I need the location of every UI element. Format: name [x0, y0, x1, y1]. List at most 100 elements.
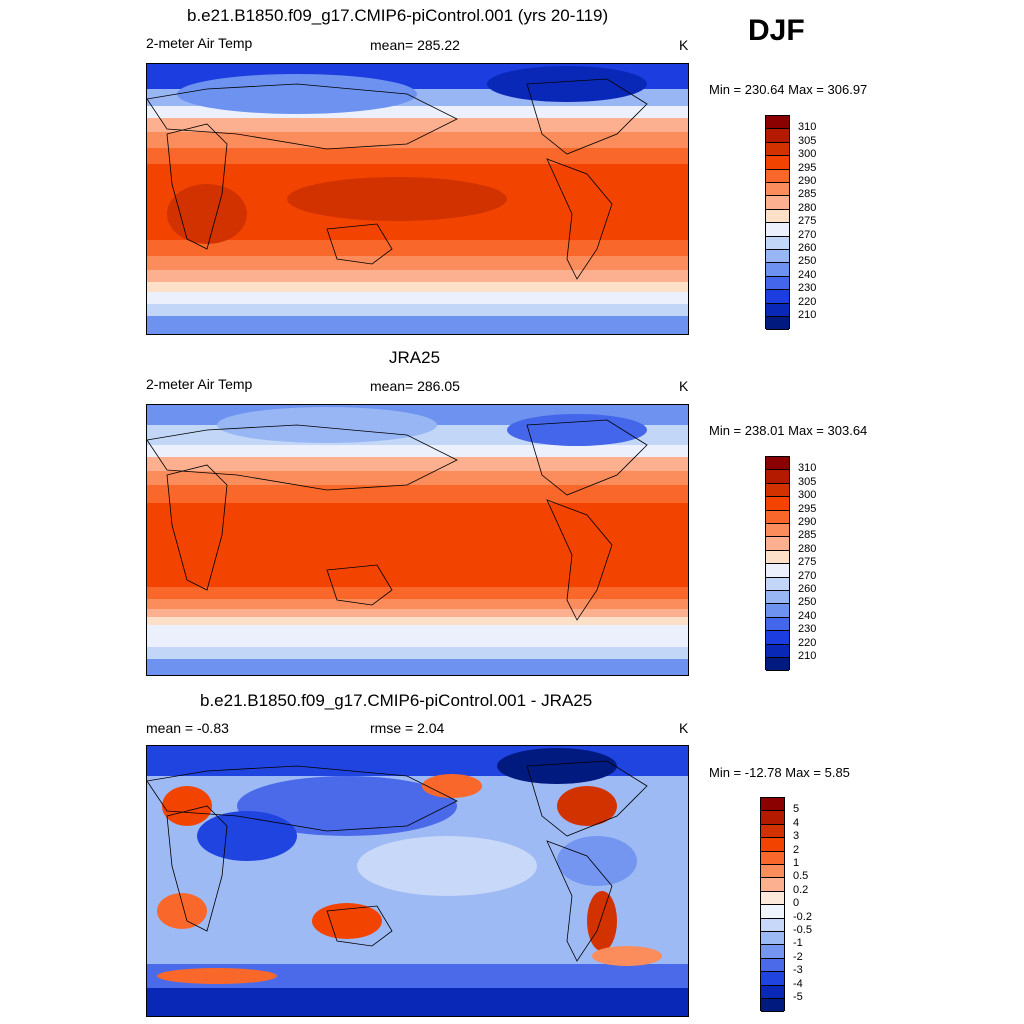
colorbar-segment	[761, 851, 784, 865]
panel1-colorbar: 310 305 300 295 290 285 280 275 270 260 250 240 230 2…	[765, 115, 825, 331]
colorbar-segment	[761, 958, 784, 973]
panel3-map	[146, 745, 689, 1017]
colorbar-tick-label: 230	[798, 282, 817, 295]
colorbar-tick-label: 275	[798, 215, 817, 228]
colorbar-segment	[766, 236, 789, 250]
colorbar-tick-label: 0.2	[793, 883, 809, 896]
colorbar-segment	[766, 617, 789, 632]
colorbar-tick-label: -3	[793, 964, 803, 977]
colorbar-tick-label: 270	[798, 569, 817, 582]
colorbar-segment	[766, 631, 789, 645]
colorbar-tick-label: 220	[798, 636, 817, 649]
colorbar-segment	[766, 524, 789, 538]
colorbar-segment	[766, 196, 789, 210]
colorbar-tick-label: 1	[793, 857, 800, 869]
colorbar-tick-label: 290	[798, 516, 817, 528]
colorbar-segment	[766, 156, 789, 170]
colorbar-tick-label: -5	[793, 991, 803, 1003]
colorbar-segment	[761, 985, 784, 999]
colorbar-tick-label: 305	[798, 134, 817, 147]
colorbar-tick-label: 210	[798, 309, 817, 321]
colorbar-tick-label: 300	[798, 489, 817, 502]
panel3-map-graphic	[147, 746, 688, 1016]
colorbar-segment	[766, 577, 789, 591]
panel3-minmax: Min = -12.78 Max = 5.85	[709, 765, 850, 780]
colorbar-segment	[766, 470, 789, 484]
colorbar-segment	[766, 250, 789, 264]
colorbar-segment	[761, 972, 784, 986]
panel1-units: K	[679, 37, 689, 53]
colorbar-tick-label: 3	[793, 830, 800, 843]
colorbar-tick-label: -4	[793, 977, 803, 990]
colorbar-tick-label: 0	[793, 897, 800, 910]
colorbar-segment	[761, 865, 784, 879]
panel2-map	[146, 404, 689, 676]
colorbar-box	[760, 797, 785, 1013]
season-label: DJF	[748, 14, 805, 47]
panel2-variable-label: 2-meter Air Temp	[146, 376, 253, 392]
panel1-minmax: Min = 230.64 Max = 306.97	[709, 82, 868, 97]
colorbar-segment	[766, 223, 789, 237]
panel3-mean-label: mean = -0.83	[146, 720, 229, 736]
colorbar-segment	[766, 457, 789, 471]
colorbar-segment	[766, 129, 789, 143]
colorbar-segment	[761, 945, 784, 959]
colorbar-tick-label: 260	[798, 242, 817, 254]
colorbar-tick-label: 285	[798, 188, 817, 201]
colorbar-segment	[766, 142, 789, 157]
colorbar-tick-label: 210	[798, 650, 817, 662]
colorbar-segment	[761, 918, 784, 932]
colorbar-segment	[761, 798, 784, 812]
colorbar-segment	[766, 537, 789, 551]
panel1-map	[146, 63, 689, 335]
colorbar-tick-label: 2	[793, 843, 800, 856]
colorbar-segment	[766, 169, 789, 183]
colorbar-tick-label: 285	[798, 529, 817, 542]
colorbar-tick-label: 305	[798, 475, 817, 488]
panel3-rmse-label: rmse = 2.04	[370, 720, 445, 736]
colorbar-tick-label: 250	[798, 596, 817, 609]
colorbar-tick-label: 275	[798, 556, 817, 569]
colorbar-segment	[761, 811, 784, 825]
panel3-units: K	[679, 720, 689, 736]
colorbar-tick-label: 270	[798, 228, 817, 241]
panel2-mean-label: mean= 286.05	[370, 378, 460, 394]
colorbar-tick-label: 230	[798, 623, 817, 636]
colorbar-segment	[766, 658, 789, 672]
panel2-units: K	[679, 378, 689, 394]
colorbar-segment	[766, 550, 789, 565]
colorbar-segment	[766, 290, 789, 304]
colorbar-tick-label: 240	[798, 609, 817, 622]
panel2-minmax: Min = 238.01 Max = 303.64	[709, 423, 868, 438]
panel3-title: b.e21.B1850.f09_g17.CMIP6-piControl.001 …	[200, 691, 593, 710]
colorbar-tick-label: -0.5	[793, 924, 812, 936]
colorbar-tick-label: 310	[798, 121, 817, 134]
colorbar-tick-label: 280	[798, 542, 817, 555]
colorbar-segment	[761, 838, 784, 852]
colorbar-segment	[766, 209, 789, 224]
panel2-colorbar: 310 305 300 295 290 285 280 275 270 260 250 240 230 2…	[765, 456, 825, 672]
colorbar-segment	[761, 824, 784, 839]
panel1-title: b.e21.B1850.f09_g17.CMIP6-piControl.001 …	[187, 6, 609, 25]
colorbar-tick-label: 295	[798, 161, 817, 174]
colorbar-tick-label: 290	[798, 175, 817, 187]
colorbar-segment	[761, 932, 784, 946]
colorbar-segment	[766, 263, 789, 277]
colorbar-segment	[761, 999, 784, 1013]
colorbar-tick-label: 310	[798, 462, 817, 475]
colorbar-tick-label: 250	[798, 255, 817, 268]
panel1-map-graphic	[147, 64, 688, 334]
colorbar-segment	[766, 564, 789, 578]
colorbar-segment	[766, 276, 789, 291]
colorbar-box	[765, 115, 790, 331]
colorbar-box	[765, 456, 790, 672]
colorbar-tick-label: 240	[798, 268, 817, 281]
colorbar-segment	[766, 510, 789, 524]
colorbar-tick-label: 300	[798, 148, 817, 161]
colorbar-segment	[766, 644, 789, 658]
colorbar-tick-label: 4	[793, 816, 800, 829]
colorbar-tick-label: 0.5	[793, 870, 809, 883]
panel1-mean-label: mean= 285.22	[370, 37, 460, 53]
colorbar-segment	[766, 303, 789, 317]
colorbar-segment	[766, 497, 789, 511]
